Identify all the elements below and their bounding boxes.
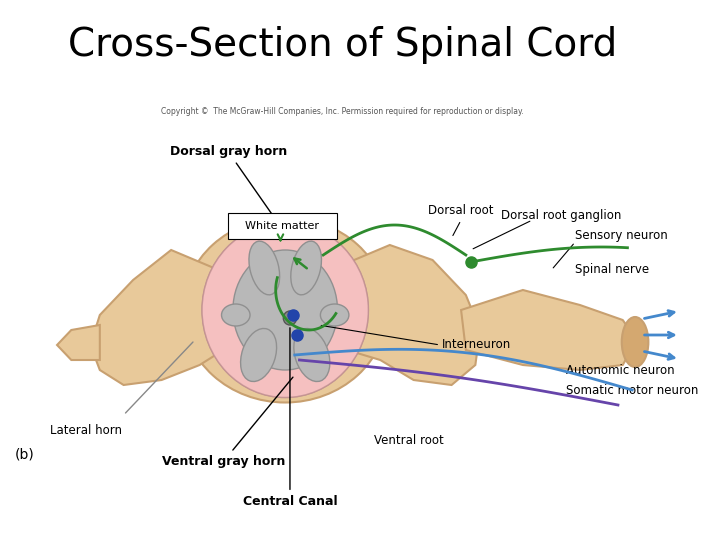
Text: Dorsal root: Dorsal root bbox=[428, 204, 494, 217]
Text: Copyright ©  The McGraw-Hill Companies, Inc. Permission required for reproductio: Copyright © The McGraw-Hill Companies, I… bbox=[161, 107, 523, 117]
Ellipse shape bbox=[202, 222, 369, 397]
Text: Spinal nerve: Spinal nerve bbox=[575, 264, 649, 276]
Text: Lateral horn: Lateral horn bbox=[50, 423, 122, 436]
Ellipse shape bbox=[320, 304, 349, 326]
Text: White matter: White matter bbox=[246, 221, 320, 231]
Text: Sensory neuron: Sensory neuron bbox=[575, 228, 668, 241]
Text: (b): (b) bbox=[14, 448, 34, 462]
Ellipse shape bbox=[183, 218, 387, 402]
Text: Autonomic neuron: Autonomic neuron bbox=[566, 363, 675, 376]
Ellipse shape bbox=[622, 317, 649, 367]
Ellipse shape bbox=[222, 304, 250, 326]
Polygon shape bbox=[57, 325, 100, 360]
Text: Dorsal root ganglion: Dorsal root ganglion bbox=[500, 208, 621, 221]
Ellipse shape bbox=[233, 250, 338, 370]
Text: Ventral root: Ventral root bbox=[374, 434, 444, 447]
Text: Somatic motor neuron: Somatic motor neuron bbox=[566, 383, 698, 396]
Ellipse shape bbox=[249, 241, 279, 295]
Text: Dorsal gray horn: Dorsal gray horn bbox=[169, 145, 289, 238]
Ellipse shape bbox=[291, 241, 321, 295]
Ellipse shape bbox=[294, 328, 330, 382]
Circle shape bbox=[283, 311, 297, 325]
Polygon shape bbox=[461, 290, 637, 370]
Ellipse shape bbox=[240, 328, 276, 382]
Polygon shape bbox=[342, 245, 480, 385]
Text: Central Canal: Central Canal bbox=[243, 328, 337, 508]
Ellipse shape bbox=[202, 222, 369, 397]
Polygon shape bbox=[90, 250, 223, 385]
FancyBboxPatch shape bbox=[228, 213, 336, 239]
Text: Interneuron: Interneuron bbox=[442, 339, 511, 352]
Text: Cross-Section of Spinal Cord: Cross-Section of Spinal Cord bbox=[68, 26, 617, 64]
Text: Ventral gray horn: Ventral gray horn bbox=[162, 377, 293, 468]
